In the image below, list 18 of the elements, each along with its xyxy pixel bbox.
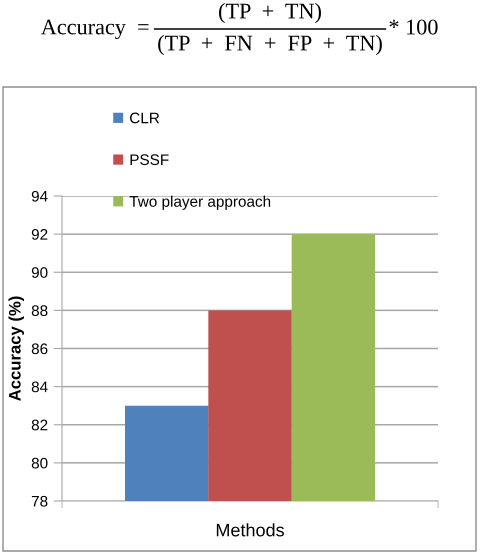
text: * 100	[390, 20, 438, 35]
y-tick-label: 90	[32, 267, 48, 278]
y-tick-label: 94	[32, 190, 48, 202]
y-tick-label: 80	[32, 458, 48, 469]
x-tick-label: Methods	[216, 523, 284, 536]
y-axis-title: Accuracy (%)	[8, 296, 24, 401]
y-tick-label: 78	[32, 496, 48, 507]
text: Accuracy =	[41, 20, 148, 40]
y-tick-label: 84	[32, 381, 48, 392]
text: (TP + FN + FP + TN)	[158, 34, 382, 56]
legend-label: Two player approach	[130, 196, 270, 210]
y-tick-label: 82	[32, 420, 48, 430]
legend-label: CLR	[130, 112, 160, 124]
y-tick-label: 92	[32, 228, 48, 240]
y-tick-label: 88	[32, 305, 48, 316]
text: (TP + TN)	[219, 2, 321, 24]
y-tick-label: 86	[32, 343, 48, 354]
legend-label: PSSF	[130, 154, 169, 166]
